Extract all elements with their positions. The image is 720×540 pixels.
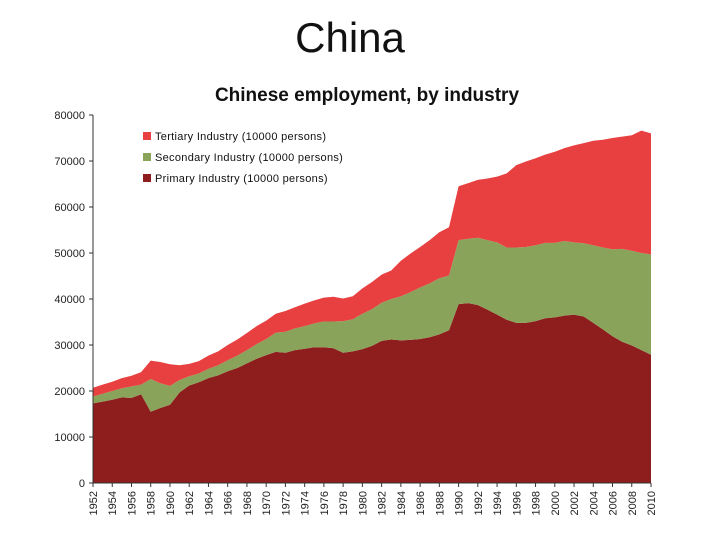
y-tick-label: 70000	[54, 156, 85, 168]
y-tick-label: 40000	[54, 294, 85, 306]
legend-label-secondary: Secondary Industry (10000 persons)	[155, 152, 343, 164]
x-tick-label: 1960	[165, 491, 177, 515]
x-tick-label: 1970	[261, 491, 273, 515]
x-tick-label: 1968	[242, 491, 254, 515]
x-tick-label: 1986	[415, 491, 427, 515]
x-axis: 1952 1954 1956 1958 1960 1962 1964 1966 1968 1970…	[88, 482, 658, 515]
x-tick-label: 1964	[203, 491, 215, 515]
x-tick-label: 1984	[396, 491, 408, 515]
x-tick-label: 1992	[473, 491, 485, 515]
legend-swatch-secondary	[143, 153, 151, 161]
y-tick-label: 50000	[54, 248, 85, 260]
x-tick-label: 2008	[627, 491, 639, 515]
y-tick-label: 80000	[54, 110, 85, 122]
x-tick-label: 2004	[588, 491, 600, 515]
x-tick-label: 1988	[434, 491, 446, 515]
x-tick-label: 2002	[569, 491, 581, 515]
y-tick-label: 10000	[54, 432, 85, 444]
chart-title: Chinese employment, by industry	[215, 85, 519, 106]
x-tick-label: 1966	[223, 491, 235, 515]
x-tick-label: 1952	[88, 491, 100, 515]
x-tick-label: 1954	[107, 491, 119, 515]
x-tick-label: 1958	[146, 491, 158, 515]
x-tick-label: 1956	[126, 491, 138, 515]
legend-label-primary: Primary Industry (10000 persons)	[155, 173, 328, 185]
x-tick-label: 1972	[280, 491, 292, 515]
legend: Tertiary Industry (10000 persons) Seconda…	[143, 131, 343, 185]
slide-title: China	[295, 14, 405, 61]
x-tick-label: 2006	[608, 491, 620, 515]
x-tick-label: 1976	[319, 491, 331, 515]
x-tick-label: 1974	[300, 491, 312, 515]
legend-label-tertiary: Tertiary Industry (10000 persons)	[155, 131, 326, 143]
y-tick-label: 60000	[54, 202, 85, 214]
x-tick-label: 1982	[377, 491, 389, 515]
legend-swatch-tertiary	[143, 132, 151, 140]
x-tick-label: 1996	[511, 491, 523, 515]
y-tick-label: 0	[79, 478, 85, 490]
y-axis: 0 10000 20000 30000 40000 50000 60000 70000 8000…	[54, 110, 94, 490]
legend-swatch-primary	[143, 174, 151, 182]
y-tick-label: 20000	[54, 386, 85, 398]
x-tick-label: 1978	[338, 491, 350, 515]
x-tick-label: 2010	[646, 491, 658, 515]
area-tertiary-industry	[93, 130, 651, 397]
x-tick-label: 1994	[492, 491, 504, 515]
y-tick-label: 30000	[54, 340, 85, 352]
area-layers	[93, 130, 651, 483]
x-tick-label: 1980	[357, 491, 369, 515]
x-tick-label: 2000	[550, 491, 562, 515]
x-tick-label: 1962	[184, 491, 196, 515]
area-primary-industry	[93, 303, 651, 483]
x-tick-label: 1990	[454, 491, 466, 515]
x-tick-label: 1998	[531, 491, 543, 515]
area-secondary-industry	[93, 237, 651, 412]
